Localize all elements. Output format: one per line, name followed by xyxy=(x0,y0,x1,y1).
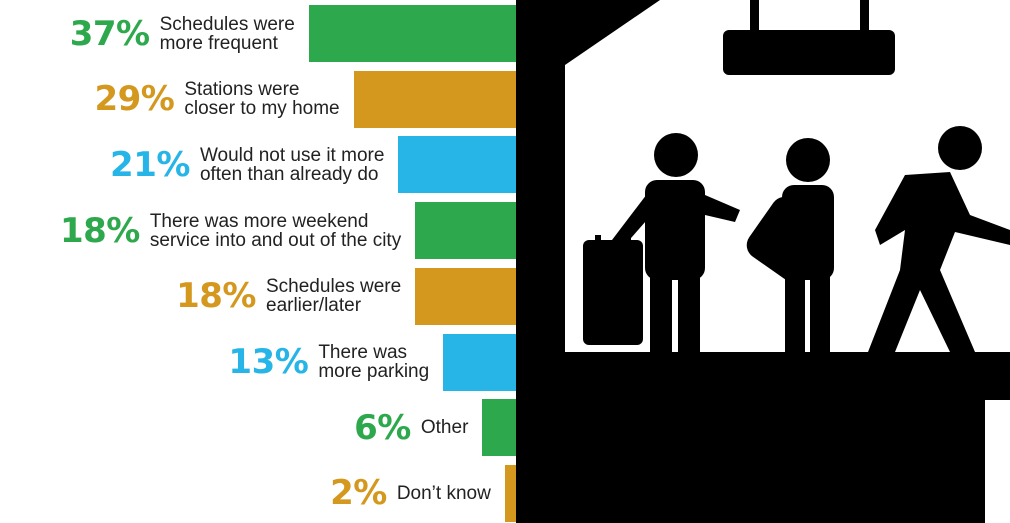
bar xyxy=(308,5,516,62)
bar-label: 37% Schedules were more frequent xyxy=(70,5,295,62)
bar xyxy=(504,464,516,522)
value-label: 21% xyxy=(110,144,190,185)
value-label: 2% xyxy=(330,473,387,514)
value-label: 18% xyxy=(59,210,140,251)
bar-label: 6% Other xyxy=(354,399,468,456)
bar xyxy=(398,136,516,194)
value-label: 37% xyxy=(69,13,150,54)
bar-label: 2% Don’t know xyxy=(330,465,491,522)
gap xyxy=(985,400,1010,523)
value-label: 13% xyxy=(228,342,309,382)
category-label: Other xyxy=(420,417,469,439)
value-label: 18% xyxy=(176,276,256,317)
bar-label: 13% There was more parking xyxy=(228,334,429,391)
bar xyxy=(482,399,516,457)
bar-label: 21% Would not use it more often than alre… xyxy=(110,136,384,193)
value-label: 6% xyxy=(354,407,411,448)
platform-edge xyxy=(565,352,1010,400)
bar xyxy=(353,70,516,128)
category-label: There was more weekend service into and … xyxy=(149,210,402,251)
bar-label: 18% Schedules were earlier/later xyxy=(176,268,401,325)
people xyxy=(583,126,1010,352)
sign xyxy=(723,30,895,75)
category-label: Schedules were earlier/later xyxy=(266,276,402,317)
bar-label: 18% There was more weekend service into a… xyxy=(60,202,401,259)
sign-hanger xyxy=(750,0,759,32)
bar xyxy=(415,202,516,260)
category-label: Would not use it more often than already… xyxy=(199,144,385,185)
bar-label: 29% Stations were closer to my home xyxy=(94,71,339,128)
category-label: Don’t know xyxy=(396,482,491,504)
bar xyxy=(415,267,516,325)
category-label: Stations were closer to my home xyxy=(184,79,340,120)
category-label: Schedules were more frequent xyxy=(159,13,295,54)
category-label: There was more parking xyxy=(318,342,430,382)
bar xyxy=(443,333,516,391)
value-label: 29% xyxy=(94,79,175,120)
sign-hanger xyxy=(860,0,869,32)
